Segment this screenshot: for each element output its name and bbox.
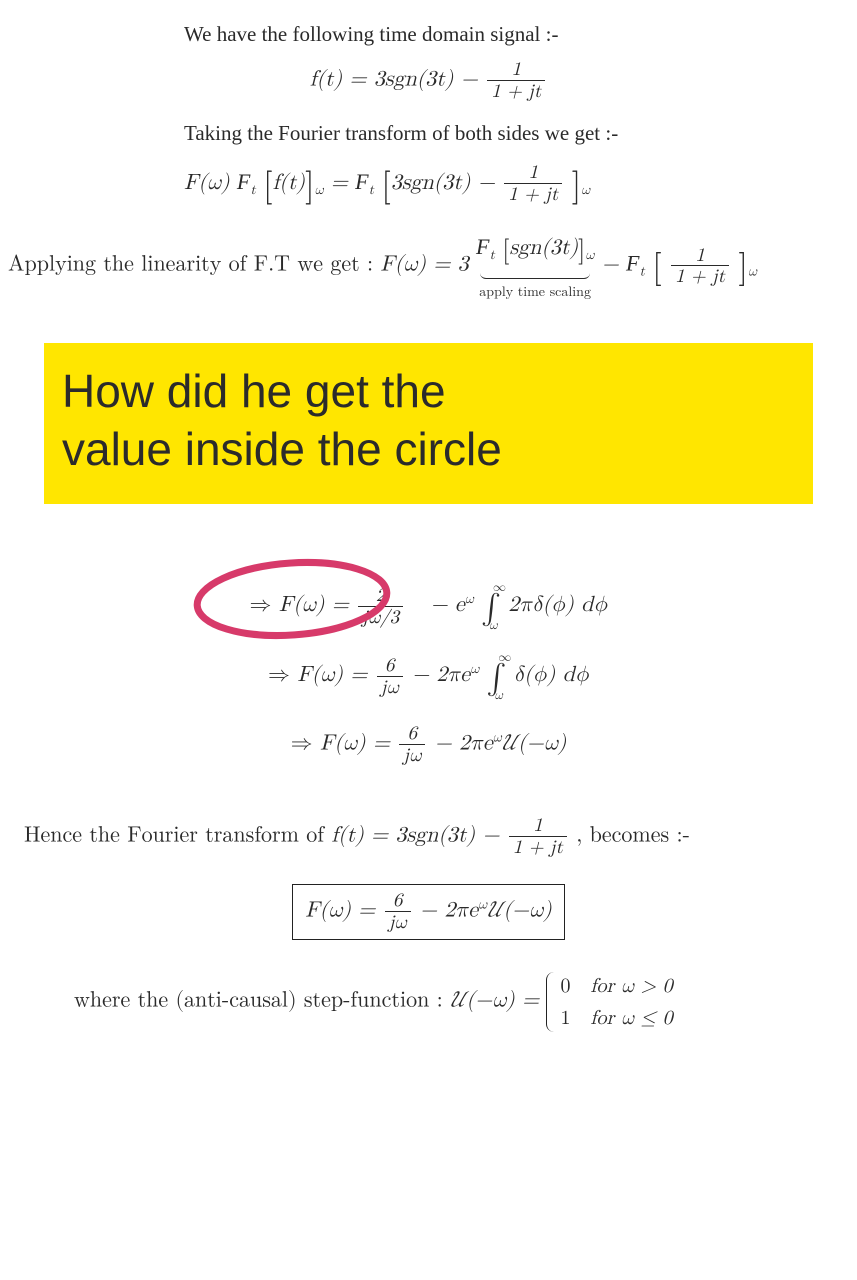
eq3-fraction: 1 1 + jt xyxy=(671,246,729,288)
eq1-fraction: 1 1 + jt xyxy=(487,60,545,102)
arrow-icon: ⇒ xyxy=(291,733,320,755)
arrow-icon: ⇒ xyxy=(268,664,297,686)
highlight-line-1: How did he get the xyxy=(62,363,795,421)
eq2-lhs: F(ω) xyxy=(184,172,230,194)
cases-brace: 0 for ω > 0 1 for ω ≤ 0 xyxy=(546,970,672,1034)
eq1-lhs: f(t) = 3sgn(3t) − xyxy=(310,68,485,90)
conclusion-line: Hence the Fourier transform of f(t) = 3s… xyxy=(4,816,853,858)
left-bracket-icon: [ xyxy=(263,169,272,203)
boxed-result: F(ω) = 6 jω − 2πeω𝒰(−ω) xyxy=(4,876,853,948)
eq3-prefix: Applying the linearity of F.T we get : xyxy=(8,254,380,276)
highlight-callout: How did he get the value inside the circ… xyxy=(44,343,813,504)
integral-icon: ∫∞ω xyxy=(486,654,506,702)
conclusion-fraction: 1 1 + jt xyxy=(509,816,567,858)
result-line-2: ⇒ F(ω) = 6 jω − 2πeω ∫∞ω δ(ϕ) dϕ xyxy=(4,654,853,702)
eq2-fraction: 1 1 + jt xyxy=(504,163,562,205)
ft-operator: F xyxy=(237,169,250,194)
underbrace: Ft [sgn(3t)]ω apply time scaling xyxy=(476,229,594,303)
boxed-fraction: 6 jω xyxy=(385,891,411,933)
r1-fraction: 2 jω/3 xyxy=(358,586,403,628)
equation-1: f(t) = 3sgn(3t) − 1 1 + jt xyxy=(4,60,853,102)
equation-3: Applying the linearity of F.T we get : F… xyxy=(4,229,853,303)
arrow-icon: ⇒ xyxy=(250,594,279,616)
result-line-3: ⇒ F(ω) = 6 jω − 2πeω𝒰(−ω) xyxy=(4,724,853,766)
intro-line-2: Taking the Fourier transform of both sid… xyxy=(4,117,853,151)
r2-fraction: 6 jω xyxy=(377,656,403,698)
where-line: where the (anti-causal) step-function : … xyxy=(4,970,853,1034)
intro-line-1: We have the following time domain signal… xyxy=(4,18,853,52)
result-line-1: ⇒ F(ω) = 2 jω/3 − eω ∫∞ω 2πδ(ϕ) dϕ xyxy=(4,584,853,632)
r3-fraction: 6 jω xyxy=(399,724,425,766)
highlight-line-2: value inside the circle xyxy=(62,421,795,479)
equation-2: F(ω) Ft [f(t)]ω = Ft [3sgn(3t) − 1 1 + j… xyxy=(124,159,853,213)
document-page: We have the following time domain signal… xyxy=(0,0,857,1070)
integral-icon: ∫∞ω xyxy=(481,584,501,632)
ft-operator-2: F xyxy=(355,169,368,194)
